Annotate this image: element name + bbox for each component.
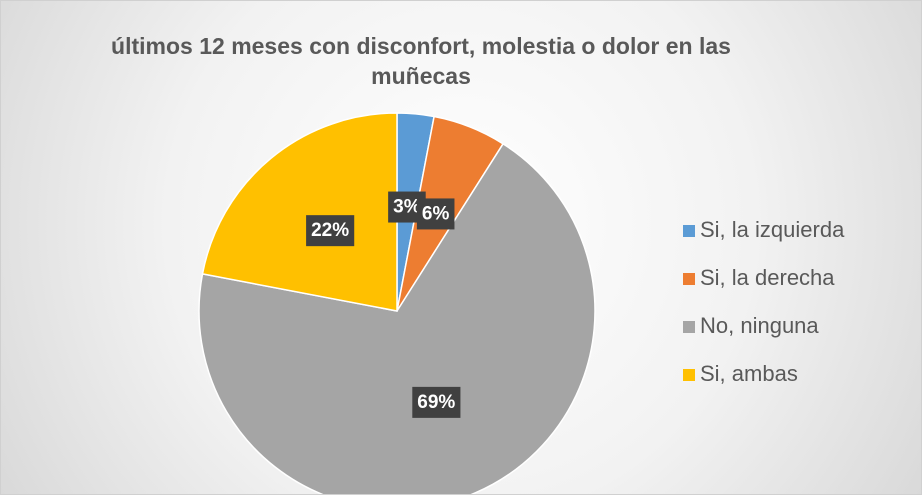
data-label: 22% [306,215,355,247]
data-label: 6% [416,198,455,230]
legend-label: Si, la derecha [700,265,835,290]
legend-swatch [683,225,695,237]
data-label-text: 6% [422,203,450,224]
legend-swatch [683,321,695,333]
data-label-box [412,386,461,418]
legend-label: Si, la izquierda [700,217,845,242]
pie-slice [201,112,398,312]
data-label-text: 69% [417,392,455,413]
legend-label: Si, ambas [700,361,798,386]
legend-swatch [683,273,695,285]
chart-title: últimos 12 meses con disconfort, molesti… [111,33,731,89]
legend-swatch [683,369,695,381]
data-label-box [306,215,355,247]
legend-label: No, ninguna [700,313,819,338]
data-label-text: 22% [311,220,349,241]
data-label: 69% [412,386,461,418]
data-label-box [416,198,455,230]
data-label-text: 3% [393,197,421,218]
pie-slice [198,142,596,494]
